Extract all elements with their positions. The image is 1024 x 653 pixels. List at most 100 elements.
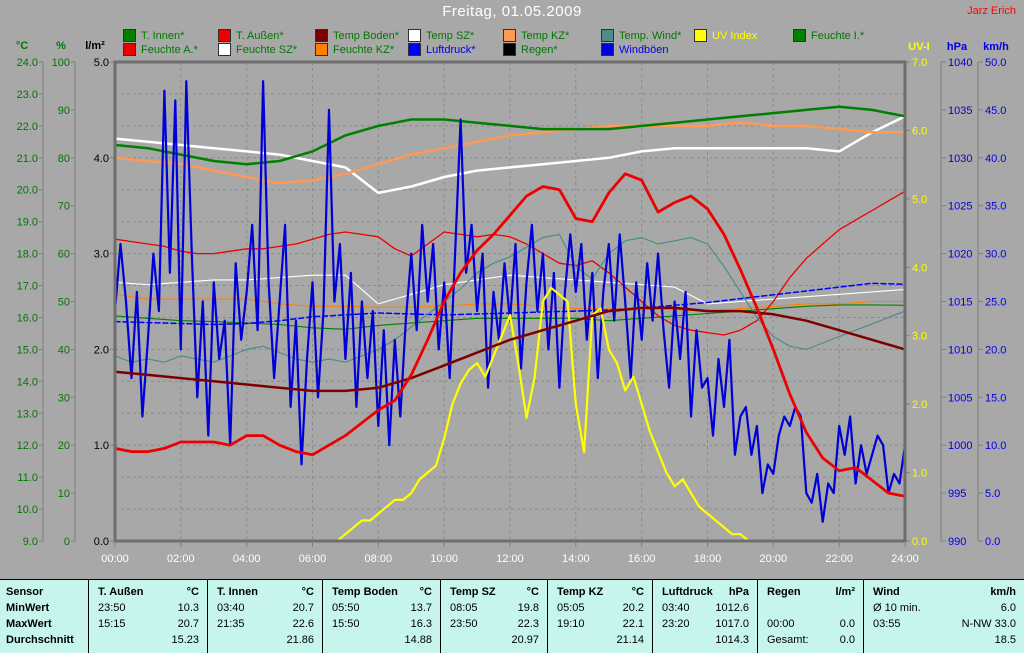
legend-label: Luftdruck* — [426, 43, 476, 56]
legend-color-swatch — [218, 29, 231, 42]
y-tick-label: 23.0 — [17, 89, 38, 101]
y-tick-label: 1.0 — [912, 468, 927, 480]
y-tick-label: 15.0 — [985, 392, 1006, 404]
y-tick-label: 4.0 — [94, 153, 109, 165]
x-tick-label: 14:00 — [562, 553, 590, 565]
table-avg-row: Gesamt: 0.0 — [758, 632, 863, 648]
series-temp-boden — [115, 306, 905, 393]
table-column-luftdruck: Luftdruck hPa 03:40 1012.6 23:20 1017.0 1014.3 — [652, 580, 757, 653]
legend-item: Luftdruck* — [408, 43, 476, 56]
table-max-row: 23:50 22.3 — [441, 616, 547, 632]
cell-value: 0.0 — [839, 634, 855, 646]
table-max-row: 00:00 0.0 — [758, 616, 863, 632]
x-tick-label: 06:00 — [299, 553, 327, 565]
table-column-temp-kz: Temp KZ °C 05:05 20.2 19:10 22.1 21.14 — [547, 580, 652, 653]
y-tick-label: 13.0 — [17, 408, 38, 420]
y-tick-label: 2.0 — [94, 344, 109, 356]
y-tick-label: 0 — [64, 536, 70, 548]
legend-label: Temp KZ* — [521, 29, 570, 42]
cell-time: 00:00 — [767, 618, 795, 630]
cell-value: °C — [301, 586, 314, 598]
legend-item: UV Index — [694, 29, 757, 42]
table-min-row: 05:05 20.2 — [548, 600, 652, 616]
legend-item: Temp Boden* — [315, 29, 399, 42]
cell-value: 1012.6 — [715, 602, 749, 614]
y-tick-label: 40.0 — [985, 153, 1006, 165]
legend-item: Temp SZ* — [408, 29, 474, 42]
legend-color-swatch — [315, 43, 328, 56]
legend-label: T. Innen* — [141, 29, 185, 42]
table-max-row: 15:50 16.3 — [323, 616, 440, 632]
table-column-temp-boden: Temp Boden °C 05:50 13.7 15:50 16.3 14.88 — [322, 580, 440, 653]
table-min-row: 05:50 13.7 — [323, 600, 440, 616]
table-header-row: Temp SZ °C — [441, 584, 547, 600]
legend-color-swatch — [793, 29, 806, 42]
legend-label: Feuchte I.* — [811, 29, 865, 42]
y-tick-label: 1035 — [948, 105, 972, 117]
table-min-row: 03:40 1012.6 — [653, 600, 757, 616]
cell-time: 15:15 — [98, 618, 126, 630]
y-tick-label: 20.0 — [985, 344, 1006, 356]
y-tick-label: 1000 — [948, 440, 972, 452]
legend-color-swatch — [123, 43, 136, 56]
legend-item: Feuchte SZ* — [218, 43, 297, 56]
legend-color-swatch — [315, 29, 328, 42]
y-tick-label: 25.0 — [985, 297, 1006, 309]
y-tick-label: 70 — [58, 201, 70, 213]
table-max-row: 23:20 1017.0 — [653, 616, 757, 632]
cell-value: l/m² — [835, 586, 855, 598]
legend-label: Feuchte A.* — [141, 43, 198, 56]
y-axis-pct: 0 10 20 30 40 50 60 70 80 90 100 — [52, 57, 76, 548]
cell-value: 18.5 — [994, 634, 1016, 646]
cell-time: Wind — [873, 586, 900, 598]
cell-value: °C — [631, 586, 644, 598]
y-tick-label: 3.0 — [94, 249, 109, 261]
cell-time: 23:50 — [450, 618, 478, 630]
cell-time: 19:10 — [557, 618, 585, 630]
y-tick-label: 9.0 — [23, 536, 38, 548]
table-header-row: Temp Boden °C — [323, 584, 440, 600]
cell-time: 21:35 — [217, 618, 245, 630]
table-header-row: Wind km/h — [864, 584, 1024, 600]
series-temp-wind — [115, 233, 905, 363]
y-tick-label: 5.0 — [912, 194, 927, 206]
table-min-row: 08:05 19.8 — [441, 600, 547, 616]
y-tick-label: 5.0 — [985, 488, 1000, 500]
table-avg-row: 1014.3 — [653, 632, 757, 648]
legend-color-swatch — [123, 29, 136, 42]
y-tick-label: 20.0 — [17, 185, 38, 197]
table-row-label: Durchschnitt — [6, 634, 74, 646]
legend-label: Temp SZ* — [426, 29, 475, 42]
legend-item: T. Außen* — [218, 29, 284, 42]
data-series — [115, 80, 905, 541]
y-tick-label: 45.0 — [985, 105, 1006, 117]
legend-color-swatch — [408, 43, 421, 56]
cell-time: 03:55 — [873, 618, 901, 630]
chart-plot: 9.0 10.0 11.0 12.0 13.0 14.0 15.0 16.0 17.0 18.0 1… — [17, 57, 1007, 565]
y-tick-label: 1020 — [948, 249, 972, 261]
y-tick-label: 11.0 — [17, 472, 38, 484]
cell-time: 15:50 — [332, 618, 360, 630]
table-min-row: 23:50 10.3 — [89, 600, 207, 616]
x-tick-label: 10:00 — [430, 553, 458, 565]
x-axis: 00:00 02:00 04:00 06:00 08:00 10:00 12:00 14:00… — [101, 541, 919, 565]
y-tick-label: 50 — [58, 297, 70, 309]
axis-header-pressure: hPa — [946, 41, 968, 53]
y-tick-label: 6.0 — [912, 125, 927, 137]
table-column-t-innen: T. Innen °C 03:40 20.7 21:35 22.6 21.86 — [207, 580, 322, 653]
legend-label: Windböen — [619, 43, 669, 56]
cell-value: 14.88 — [404, 634, 432, 646]
cell-value: °C — [186, 586, 199, 598]
stats-table: Sensor MinWert MaxWert Durchschnitt T. Außen… — [0, 579, 1024, 653]
legend-color-swatch — [218, 43, 231, 56]
y-tick-label: 35.0 — [985, 201, 1006, 213]
legend-color-swatch — [601, 29, 614, 42]
x-tick-label: 04:00 — [233, 553, 261, 565]
table-column-regen: Regen l/m² 00:00 0.0 Gesamt: 0.0 — [757, 580, 863, 653]
cell-value: 20.2 — [622, 602, 644, 614]
table-avg-row: 21.14 — [548, 632, 652, 648]
y-tick-label: 0.0 — [94, 536, 109, 548]
cell-value: 10.3 — [177, 602, 199, 614]
y-tick-label: 50.0 — [985, 57, 1006, 69]
